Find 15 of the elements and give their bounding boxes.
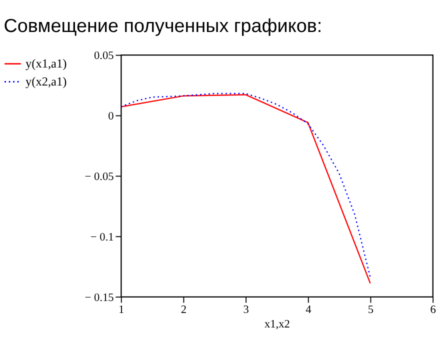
- legend-label: y(x1,a1): [26, 56, 67, 71]
- legend-label: y(x2,a1): [26, 74, 67, 89]
- x-tick-label: 4: [306, 304, 312, 316]
- y-tick-label: − 0.1: [90, 231, 114, 244]
- x-tick-label: 6: [430, 304, 436, 316]
- chart-title: Совмещение полученных графиков:: [4, 16, 322, 38]
- y-tick-label: 0: [108, 110, 114, 123]
- y-tick-label: − 0.05: [84, 170, 114, 183]
- y-tick-label: − 0.15: [84, 292, 114, 304]
- x-tick-label: 5: [368, 304, 374, 316]
- x-tick-label: 2: [180, 304, 187, 316]
- y-tick-label: 0.05: [94, 50, 114, 62]
- x-tick-label: 1: [118, 304, 124, 316]
- x-axis-title: x1,x2: [264, 318, 290, 330]
- x-tick-label: 3: [243, 304, 250, 316]
